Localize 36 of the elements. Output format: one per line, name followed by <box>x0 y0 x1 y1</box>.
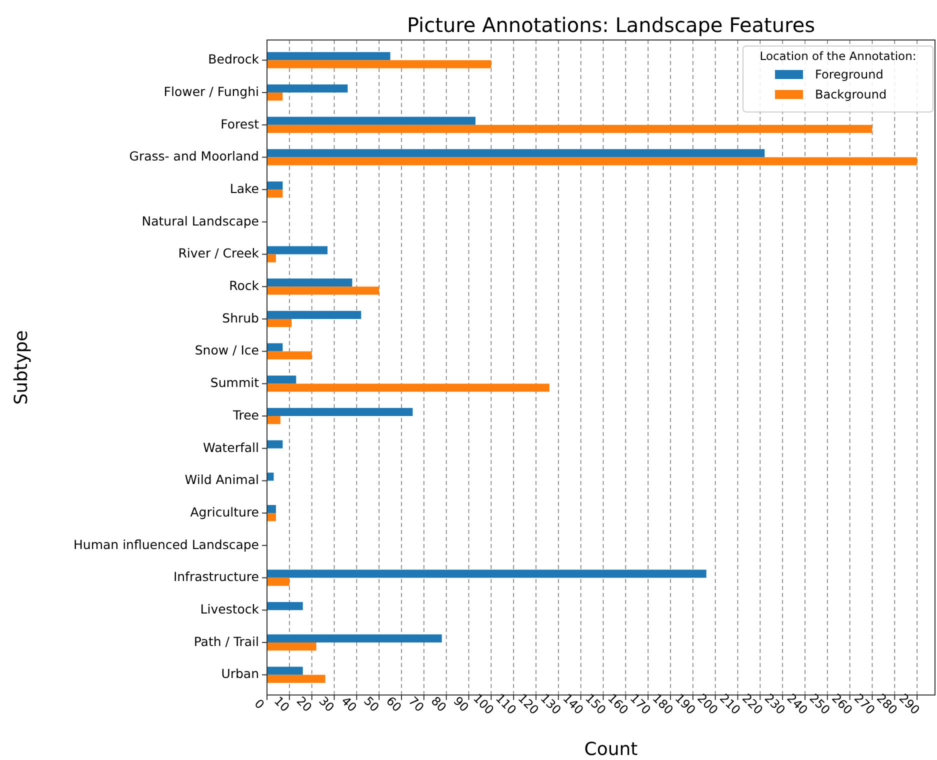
y-tick-label: Tree <box>232 407 260 422</box>
y-tick-label: Shrub <box>222 310 260 326</box>
y-tick-label: Snow / Ice <box>194 342 260 358</box>
legend-label: Background <box>815 87 887 102</box>
y-axis-title: Subtype <box>11 330 32 405</box>
y-tick-label: Urban <box>221 666 259 682</box>
x-tick-label: 30 <box>316 694 337 714</box>
x-axis-title: Count <box>584 739 638 760</box>
x-tick-label: 60 <box>384 694 404 714</box>
x-tick-label: 70 <box>406 694 427 714</box>
y-tick-label: Waterfall <box>203 440 259 455</box>
x-tick-label: 10 <box>271 694 292 714</box>
y-tick-label: Livestock <box>200 602 260 617</box>
y-tick-label: Lake <box>230 180 260 196</box>
y-tick-label: Flower / Funghi <box>164 84 259 99</box>
y-tick-label: Path / Trail <box>194 634 259 649</box>
y-tick-label: Rock <box>229 278 260 294</box>
y-tick-label: Bedrock <box>208 52 260 67</box>
x-tick-label: 40 <box>338 694 360 714</box>
y-tick-label: Summit <box>210 375 260 390</box>
y-tick-label: Grass- and Moorland <box>129 148 259 164</box>
y-tick-label: Forest <box>220 116 260 132</box>
y-tick-label: Natural Landscape <box>142 213 260 228</box>
chart-title: Picture Annotations: Landscape Features <box>406 13 816 37</box>
x-tick-label: 90 <box>450 694 472 714</box>
x-tick-label: 80 <box>428 694 450 714</box>
legend-label: Foreground <box>815 67 884 82</box>
y-tick-label: Agriculture <box>190 504 260 520</box>
x-tick-label: 50 <box>361 694 382 714</box>
y-tick-label: River / Creek <box>178 246 260 261</box>
x-tick-label: 20 <box>294 694 315 714</box>
y-tick-label: Wild Animal <box>184 472 259 488</box>
y-tick-label: Human influenced Landscape <box>74 536 260 552</box>
y-tick-label: Infrastructure <box>173 569 260 584</box>
legend-title: Location of the Annotation: <box>760 49 916 63</box>
x-tick-label: 0 <box>252 696 268 712</box>
